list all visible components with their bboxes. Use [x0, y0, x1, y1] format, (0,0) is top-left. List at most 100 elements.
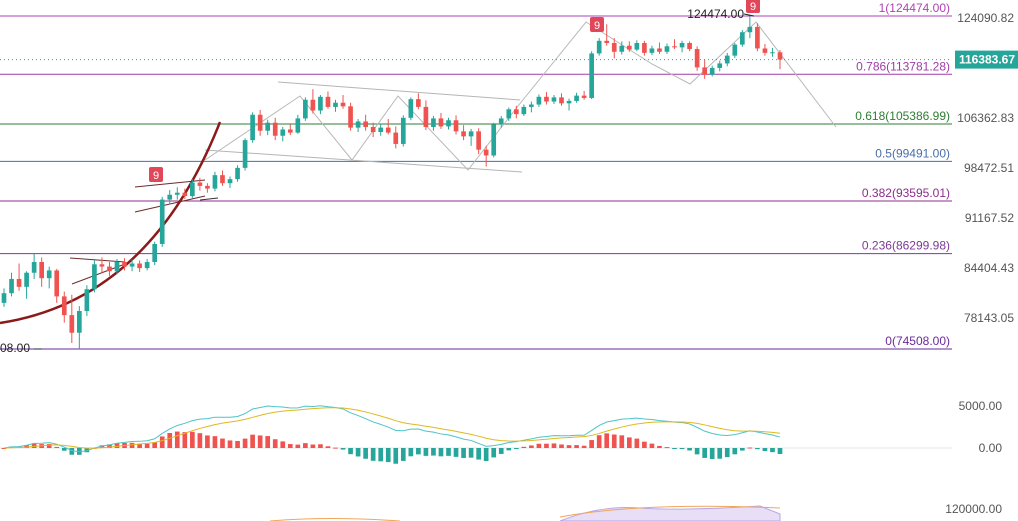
candle [589, 51, 594, 100]
candle [114, 258, 120, 275]
fib-label: 0.786(113781.28) [856, 59, 950, 73]
candle-body [400, 117, 406, 144]
macd-histogram-bar [167, 433, 173, 448]
candle-body [159, 199, 165, 244]
macd-histogram-bar [107, 444, 112, 448]
candle-body [468, 131, 474, 137]
candle [46, 266, 52, 289]
macd-histogram-bar [559, 444, 564, 448]
candle [619, 41, 625, 55]
candle [355, 119, 361, 132]
candle-body [596, 40, 602, 54]
candle [747, 16, 753, 39]
candle-body [604, 40, 610, 44]
candle [378, 123, 384, 136]
candle [69, 294, 75, 344]
current-price-tag [955, 50, 1018, 69]
candle-body [762, 48, 768, 53]
candle-body [777, 52, 783, 60]
td-marker: 9 [746, 0, 760, 13]
candle-body [197, 182, 203, 186]
fib-label: 1(124474.00) [879, 1, 950, 15]
candle-body [566, 100, 572, 104]
candle-body [99, 264, 105, 267]
bottom-panel-line [269, 518, 401, 521]
candle [506, 107, 512, 121]
candle-body [310, 99, 316, 111]
candle-body [506, 109, 512, 119]
candle [235, 165, 240, 182]
macd-histogram-bar [54, 446, 60, 448]
candle [295, 114, 301, 134]
candle [84, 285, 90, 316]
low-price-label: 08.00 [0, 341, 30, 355]
fib-label: 0.618(105386.99) [855, 109, 950, 123]
candle-body [174, 192, 180, 195]
candle-body [559, 97, 564, 104]
candle [107, 261, 112, 276]
macd-histogram-bar [227, 440, 233, 448]
candle-body [46, 270, 52, 279]
macd-histogram-bar [642, 441, 647, 448]
macd-histogram-bar [348, 448, 353, 455]
candle-body [724, 55, 730, 64]
macd-histogram-bar [619, 435, 625, 448]
macd-histogram-bar [446, 448, 451, 456]
macd-histogram-bar [717, 448, 723, 459]
candle [551, 95, 557, 104]
candle-body [92, 264, 97, 290]
candle-body [340, 102, 346, 107]
candle [167, 189, 173, 205]
macd-histogram-bar [265, 436, 271, 448]
candle-body [370, 127, 376, 132]
price-tick: 91167.52 [965, 211, 1014, 225]
candle [190, 179, 195, 199]
macd-histogram-bar [724, 448, 730, 458]
candle [182, 188, 188, 199]
candle-body [152, 243, 158, 262]
macd-histogram-bar [363, 448, 368, 459]
candle [544, 92, 549, 105]
macd-histogram-bar [144, 443, 150, 448]
candle [657, 42, 662, 54]
candle [446, 117, 451, 130]
candle [581, 90, 587, 100]
macd-histogram-bar [257, 435, 263, 448]
macd-histogram-bar [129, 442, 135, 448]
candle-body [672, 46, 677, 48]
candle [438, 112, 444, 129]
candle [303, 97, 308, 121]
candle [205, 183, 210, 193]
macd-line [3, 405, 781, 453]
macd-histogram-bar [378, 448, 384, 462]
bottom-panel-band [559, 505, 781, 521]
candle-body [483, 149, 489, 156]
candle [9, 272, 14, 297]
candle-body [687, 43, 692, 50]
macd-histogram-bar [611, 434, 617, 448]
candle-body [9, 278, 14, 294]
candle [265, 119, 271, 136]
current-price-text: 116383.67 [959, 53, 1015, 67]
macd-histogram-bar [325, 446, 331, 448]
macd-histogram-bar [634, 438, 640, 448]
candle-body [416, 99, 421, 107]
macd-histogram-bar [303, 443, 308, 448]
candle-body [61, 296, 67, 316]
candle [92, 260, 97, 293]
candle-body [129, 263, 135, 267]
candle-body [31, 261, 37, 273]
macd-histogram-bar [287, 444, 293, 448]
candle-body [574, 95, 579, 101]
candle [242, 138, 248, 171]
macd-histogram-bar [770, 448, 775, 453]
candle-body [702, 67, 707, 75]
macd-histogram-bar [24, 445, 29, 448]
candle-body [24, 272, 29, 287]
td-marker: 9 [149, 167, 163, 182]
candle [574, 92, 579, 103]
candle [318, 95, 323, 115]
td-marker: 9 [590, 17, 604, 32]
candle [642, 40, 647, 56]
macd-histogram-bar [295, 444, 301, 448]
